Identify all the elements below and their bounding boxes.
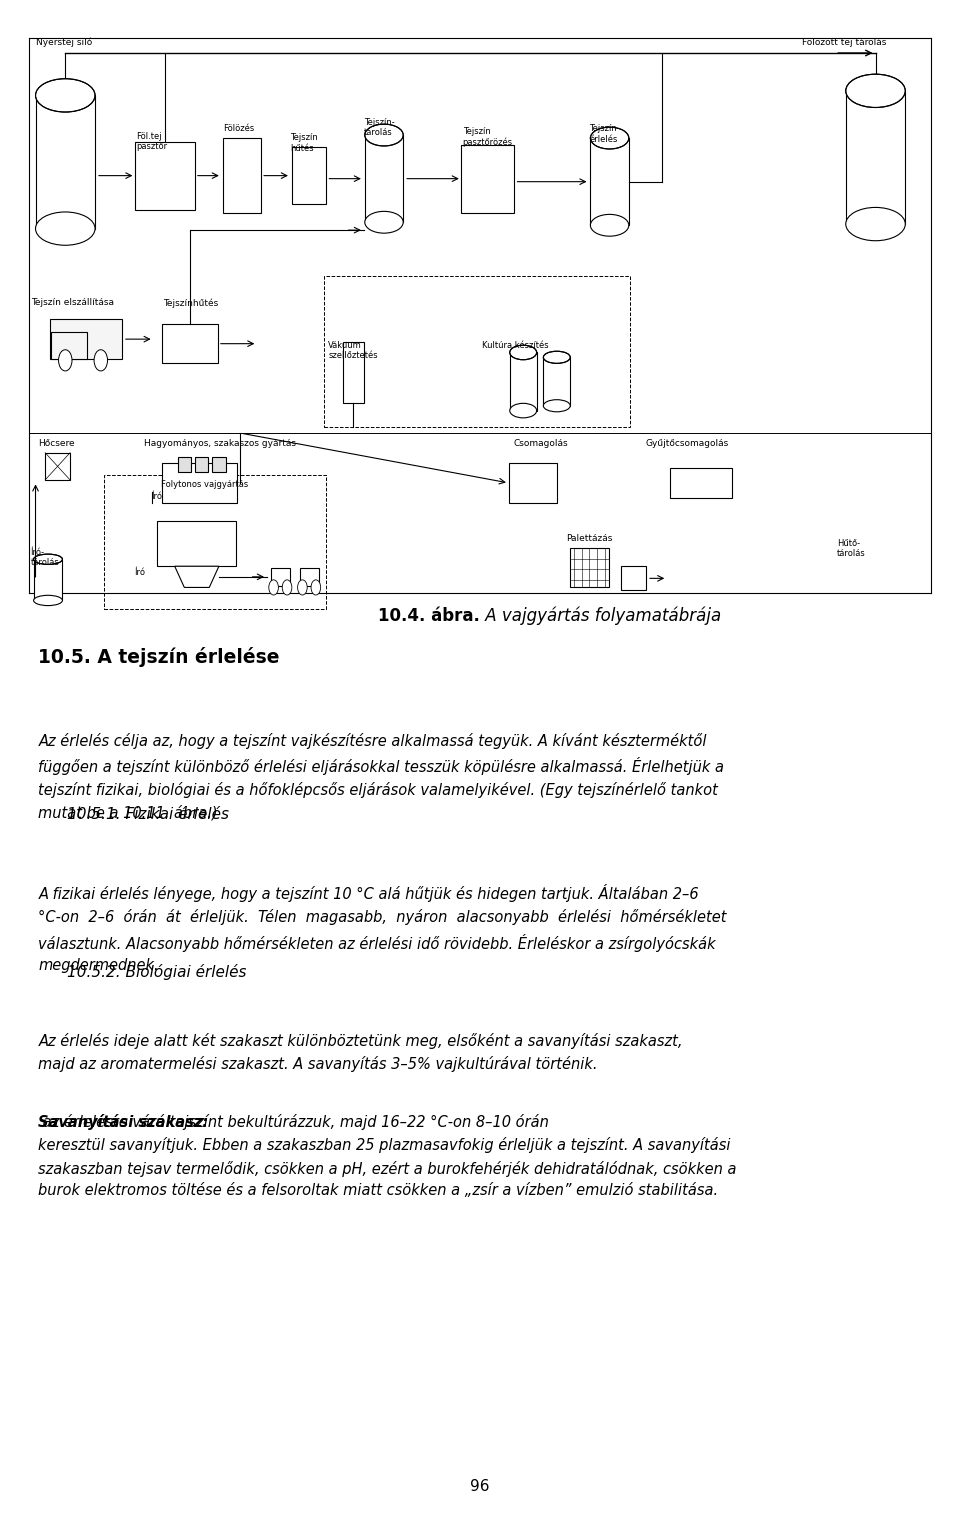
Bar (621, 566, 646, 590)
Circle shape (94, 350, 108, 371)
Ellipse shape (365, 212, 403, 233)
Circle shape (282, 580, 292, 595)
Text: Tejszín elszállítása: Tejszín elszállítása (31, 298, 113, 307)
Circle shape (59, 350, 72, 371)
Bar (212, 457, 226, 472)
Ellipse shape (846, 207, 905, 241)
Text: Fölözött tej tárolás: Fölözött tej tárolás (802, 38, 886, 47)
Polygon shape (175, 566, 219, 587)
Ellipse shape (543, 351, 570, 363)
Bar (543, 357, 570, 406)
Bar (292, 147, 326, 204)
Ellipse shape (34, 554, 62, 565)
Text: Gyűjtőcsomagolás: Gyűjtőcsomagolás (645, 439, 729, 448)
Text: Író-
tárolás: Író- tárolás (31, 548, 60, 568)
Text: Író: Író (152, 492, 162, 501)
Text: 10.5.2. Biológiai érlelés: 10.5.2. Biológiai érlelés (67, 964, 247, 980)
Text: 10.5. A tejszín érlelése: 10.5. A tejszín érlelése (38, 646, 280, 668)
Text: Hagyományos, szakaszos gyártás: Hagyományos, szakaszos gyártás (144, 439, 296, 448)
Circle shape (269, 580, 278, 595)
Ellipse shape (510, 345, 537, 360)
Text: Tejszín-
tárolás: Tejszín- tárolás (364, 118, 395, 138)
Bar (223, 138, 261, 213)
Ellipse shape (590, 215, 629, 236)
Bar (365, 135, 403, 223)
Text: Hűtő-
tárolás: Hűtő- tárolás (837, 539, 866, 559)
Bar (50, 319, 123, 359)
Bar (178, 457, 191, 472)
Ellipse shape (365, 124, 403, 145)
Text: az érlelésre váró tejszínt bekultúrázzuk, majd 16–22 °C-on 8–10 órán
keresztül s: az érlelésre váró tejszínt bekultúrázzuk… (38, 1114, 737, 1198)
Bar (134, 141, 196, 209)
Bar (271, 568, 290, 586)
Bar (162, 324, 218, 363)
Text: A vajgyártás folyamatábrája: A vajgyártás folyamatábrája (480, 607, 721, 625)
Text: Tejszín
pasztőrözés: Tejszín pasztőrözés (463, 127, 513, 147)
Text: Vákuum
szellőztetés: Vákuum szellőztetés (328, 341, 378, 360)
Bar (51, 332, 87, 359)
Ellipse shape (590, 127, 629, 148)
Ellipse shape (34, 595, 62, 606)
Bar (590, 138, 629, 226)
Bar (509, 463, 557, 503)
Text: Az érlelés célja az, hogy a tejszínt vajkészítésre alkalmassá tegyük. A kívánt k: Az érlelés célja az, hogy a tejszínt vaj… (38, 733, 725, 821)
Text: Föl.tej
pasztőr: Föl.tej pasztőr (136, 132, 167, 151)
Text: Savanyítási szakasz:: Savanyítási szakasz: (38, 1114, 208, 1131)
Text: Nyerstej siló: Nyerstej siló (36, 38, 93, 47)
Bar (570, 548, 609, 587)
Bar (36, 95, 95, 229)
Ellipse shape (36, 212, 95, 245)
Bar (324, 276, 630, 427)
Text: A fizikai érlelés lényege, hogy a tejszínt 10 °C alá hűtjük és hidegen tartjuk. : A fizikai érlelés lényege, hogy a tejszí… (38, 884, 727, 974)
Text: Tejszín
hűtés: Tejszín hűtés (290, 133, 318, 153)
Bar (670, 468, 732, 498)
Bar (846, 91, 905, 224)
Bar (34, 559, 62, 601)
Text: Fölözés: Fölözés (223, 124, 254, 133)
Text: Tejszínhűtés: Tejszínhűtés (163, 298, 219, 307)
Ellipse shape (543, 400, 570, 412)
Bar (461, 144, 514, 212)
Text: Csomagolás: Csomagolás (514, 439, 568, 448)
Text: Az érlelés ideje alatt két szakaszt különböztetünk meg, elsőként a savanyítási s: Az érlelés ideje alatt két szakaszt külö… (38, 1033, 683, 1072)
Text: 10.4. ábra.: 10.4. ábra. (378, 607, 480, 625)
Bar (300, 568, 319, 586)
Bar (162, 463, 237, 503)
Text: Palettázás: Palettázás (566, 534, 612, 544)
Ellipse shape (846, 74, 905, 107)
Text: Író: Író (134, 568, 145, 577)
Circle shape (311, 580, 321, 595)
Bar (510, 353, 537, 410)
Text: 96: 96 (470, 1479, 490, 1494)
Circle shape (298, 580, 307, 595)
Text: 10.5.1. Fizikai érlelés: 10.5.1. Fizikai érlelés (67, 807, 229, 822)
Bar (343, 342, 364, 403)
Text: Tejszín-
érlelés: Tejszín- érlelés (589, 124, 620, 144)
Text: Folytonos vajgyártás: Folytonos vajgyártás (161, 480, 249, 489)
Bar (195, 457, 208, 472)
Text: Hőcsere: Hőcsere (38, 439, 75, 448)
Bar (157, 521, 236, 566)
Bar (45, 453, 70, 480)
Ellipse shape (510, 403, 537, 418)
Ellipse shape (36, 79, 95, 112)
Bar (104, 475, 326, 609)
Text: Kultúra készítés: Kultúra készítés (482, 341, 548, 350)
